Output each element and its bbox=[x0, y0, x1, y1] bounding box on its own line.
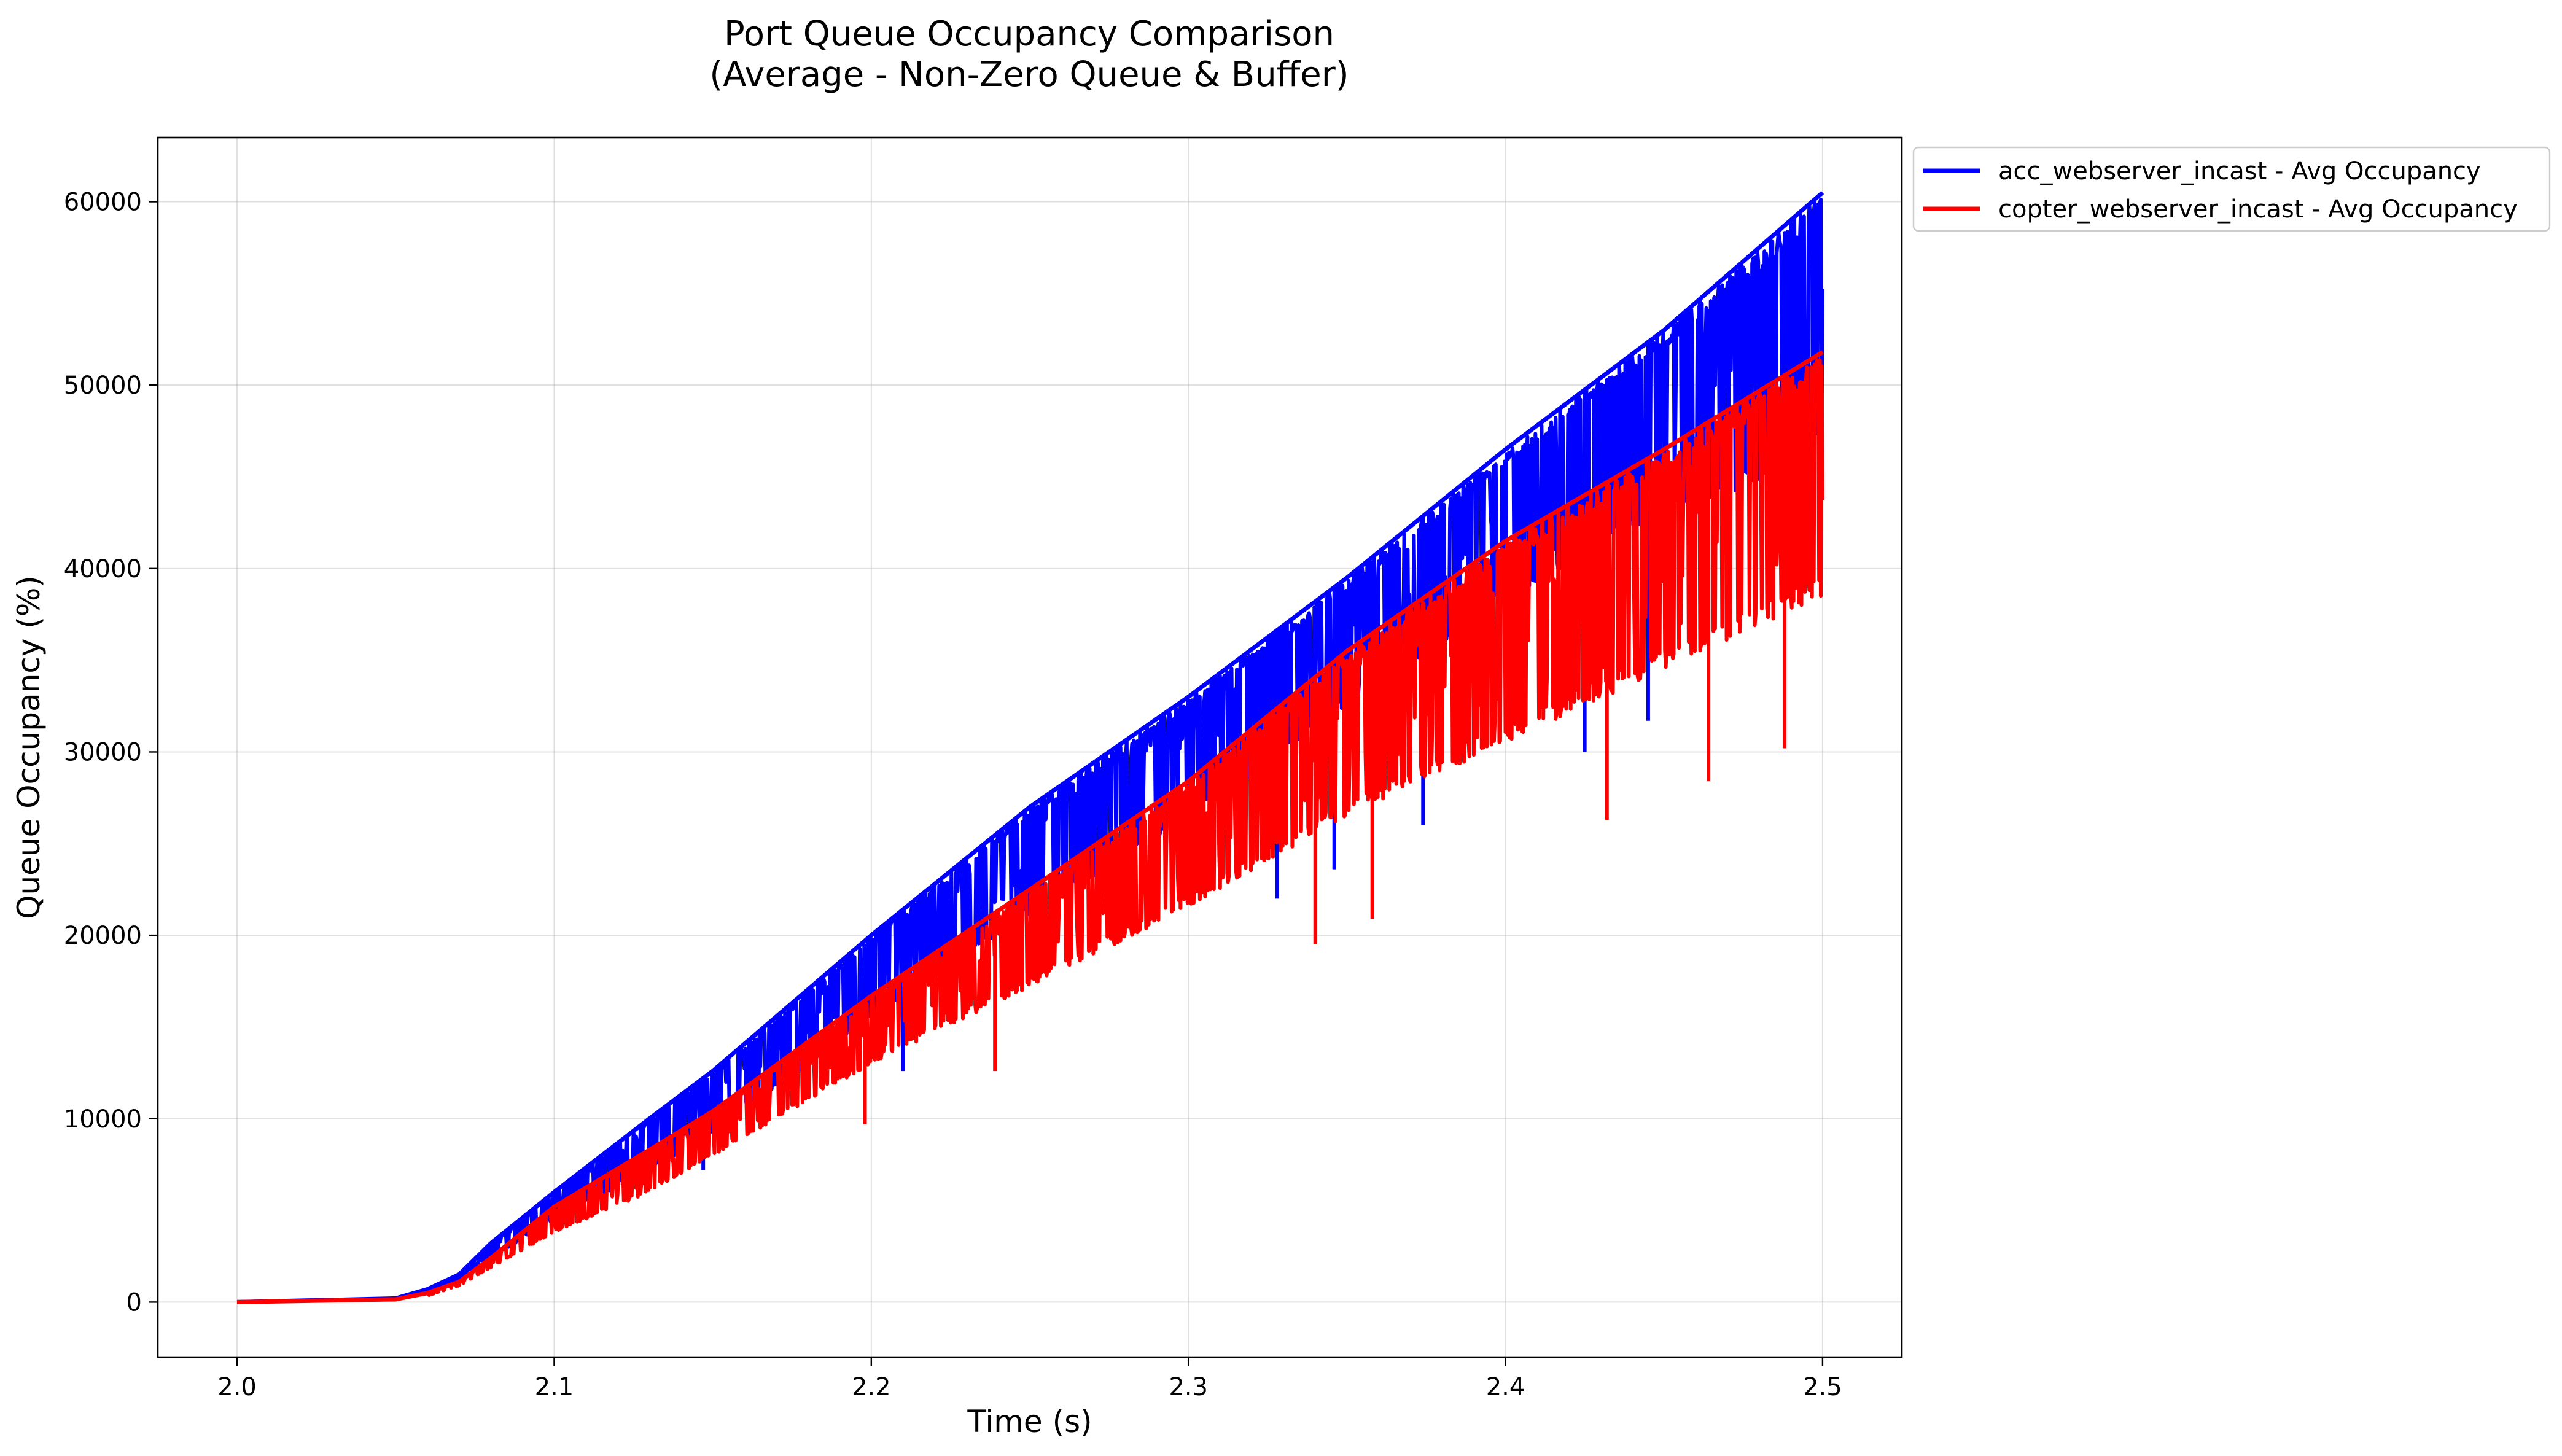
y-tick-label: 50000 bbox=[64, 372, 142, 400]
x-tick-label: 2.4 bbox=[1486, 1373, 1525, 1401]
y-tick-label: 40000 bbox=[64, 555, 142, 583]
legend-label-copter: copter_webserver_incast - Avg Occupancy bbox=[1998, 195, 2518, 224]
x-tick-label: 2.3 bbox=[1169, 1373, 1208, 1401]
chart-subtitle: (Average - Non-Zero Queue & Buffer) bbox=[709, 55, 1349, 95]
x-axis-ticks: 2.0 2.1 2.2 2.3 2.4 2.5 bbox=[217, 1357, 1842, 1401]
y-tick-label: 0 bbox=[127, 1288, 142, 1317]
x-tick-label: 2.0 bbox=[217, 1373, 257, 1401]
legend-box bbox=[1912, 146, 2551, 232]
y-axis-label: Queue Occupancy (%) bbox=[11, 575, 47, 919]
y-tick-label: 20000 bbox=[64, 922, 142, 950]
y-tick-label: 60000 bbox=[64, 189, 142, 217]
plot-series bbox=[236, 190, 1824, 1304]
y-tick-label: 30000 bbox=[64, 738, 142, 766]
x-tick-label: 2.2 bbox=[852, 1373, 891, 1401]
x-axis-label: Time (s) bbox=[967, 1404, 1092, 1439]
series-upper-edge bbox=[237, 190, 1824, 1304]
y-axis-ticks: 0 10000 20000 30000 40000 50000 60000 bbox=[64, 189, 158, 1317]
series-1 bbox=[236, 350, 1824, 1304]
legend-label-acc: acc_webserver_incast - Avg Occupancy bbox=[1998, 157, 2481, 185]
x-tick-label: 2.1 bbox=[535, 1373, 574, 1401]
series-upper-edge bbox=[237, 350, 1824, 1304]
x-tick-label: 2.5 bbox=[1803, 1373, 1842, 1401]
chart-title: Port Queue Occupancy Comparison bbox=[724, 14, 1334, 54]
legend: acc_webserver_incast - Avg Occupancy cop… bbox=[1912, 146, 2551, 232]
plot-frame bbox=[157, 136, 1903, 1358]
y-tick-label: 10000 bbox=[64, 1105, 142, 1134]
